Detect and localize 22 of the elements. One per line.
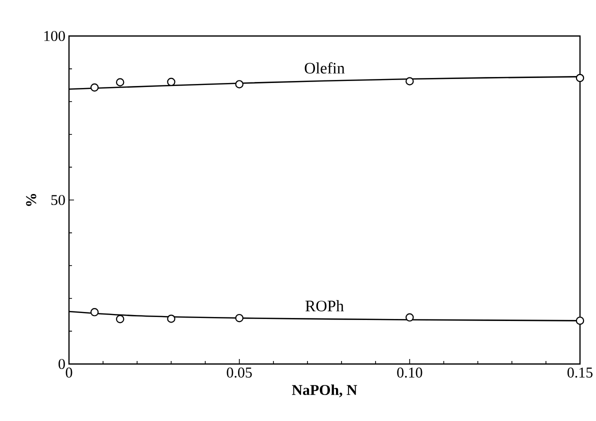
- point: [235, 80, 244, 88]
- point: [167, 314, 176, 323]
- point: [90, 308, 99, 316]
- x-tick-label: 0.10: [397, 368, 422, 378]
- x-axis-title: NaPOh, N: [292, 384, 358, 398]
- point: [235, 314, 244, 322]
- x-tick-label: 0.15: [567, 368, 592, 378]
- series-label: ROPh: [305, 300, 344, 312]
- point: [116, 78, 124, 86]
- y-tick-label: 50: [51, 194, 65, 206]
- y-tick-label: 0: [58, 358, 65, 370]
- point: [406, 77, 414, 86]
- series-label: Olefin: [304, 62, 345, 74]
- point: [576, 316, 584, 325]
- y-tick-label: 100: [44, 30, 65, 42]
- y-axis-title: %: [26, 194, 36, 206]
- point: [576, 74, 584, 82]
- x-tick-label: 0: [66, 368, 72, 378]
- point: [116, 314, 124, 324]
- point: [90, 83, 99, 92]
- point: [406, 313, 414, 322]
- x-tick-label: 0.05: [226, 368, 252, 378]
